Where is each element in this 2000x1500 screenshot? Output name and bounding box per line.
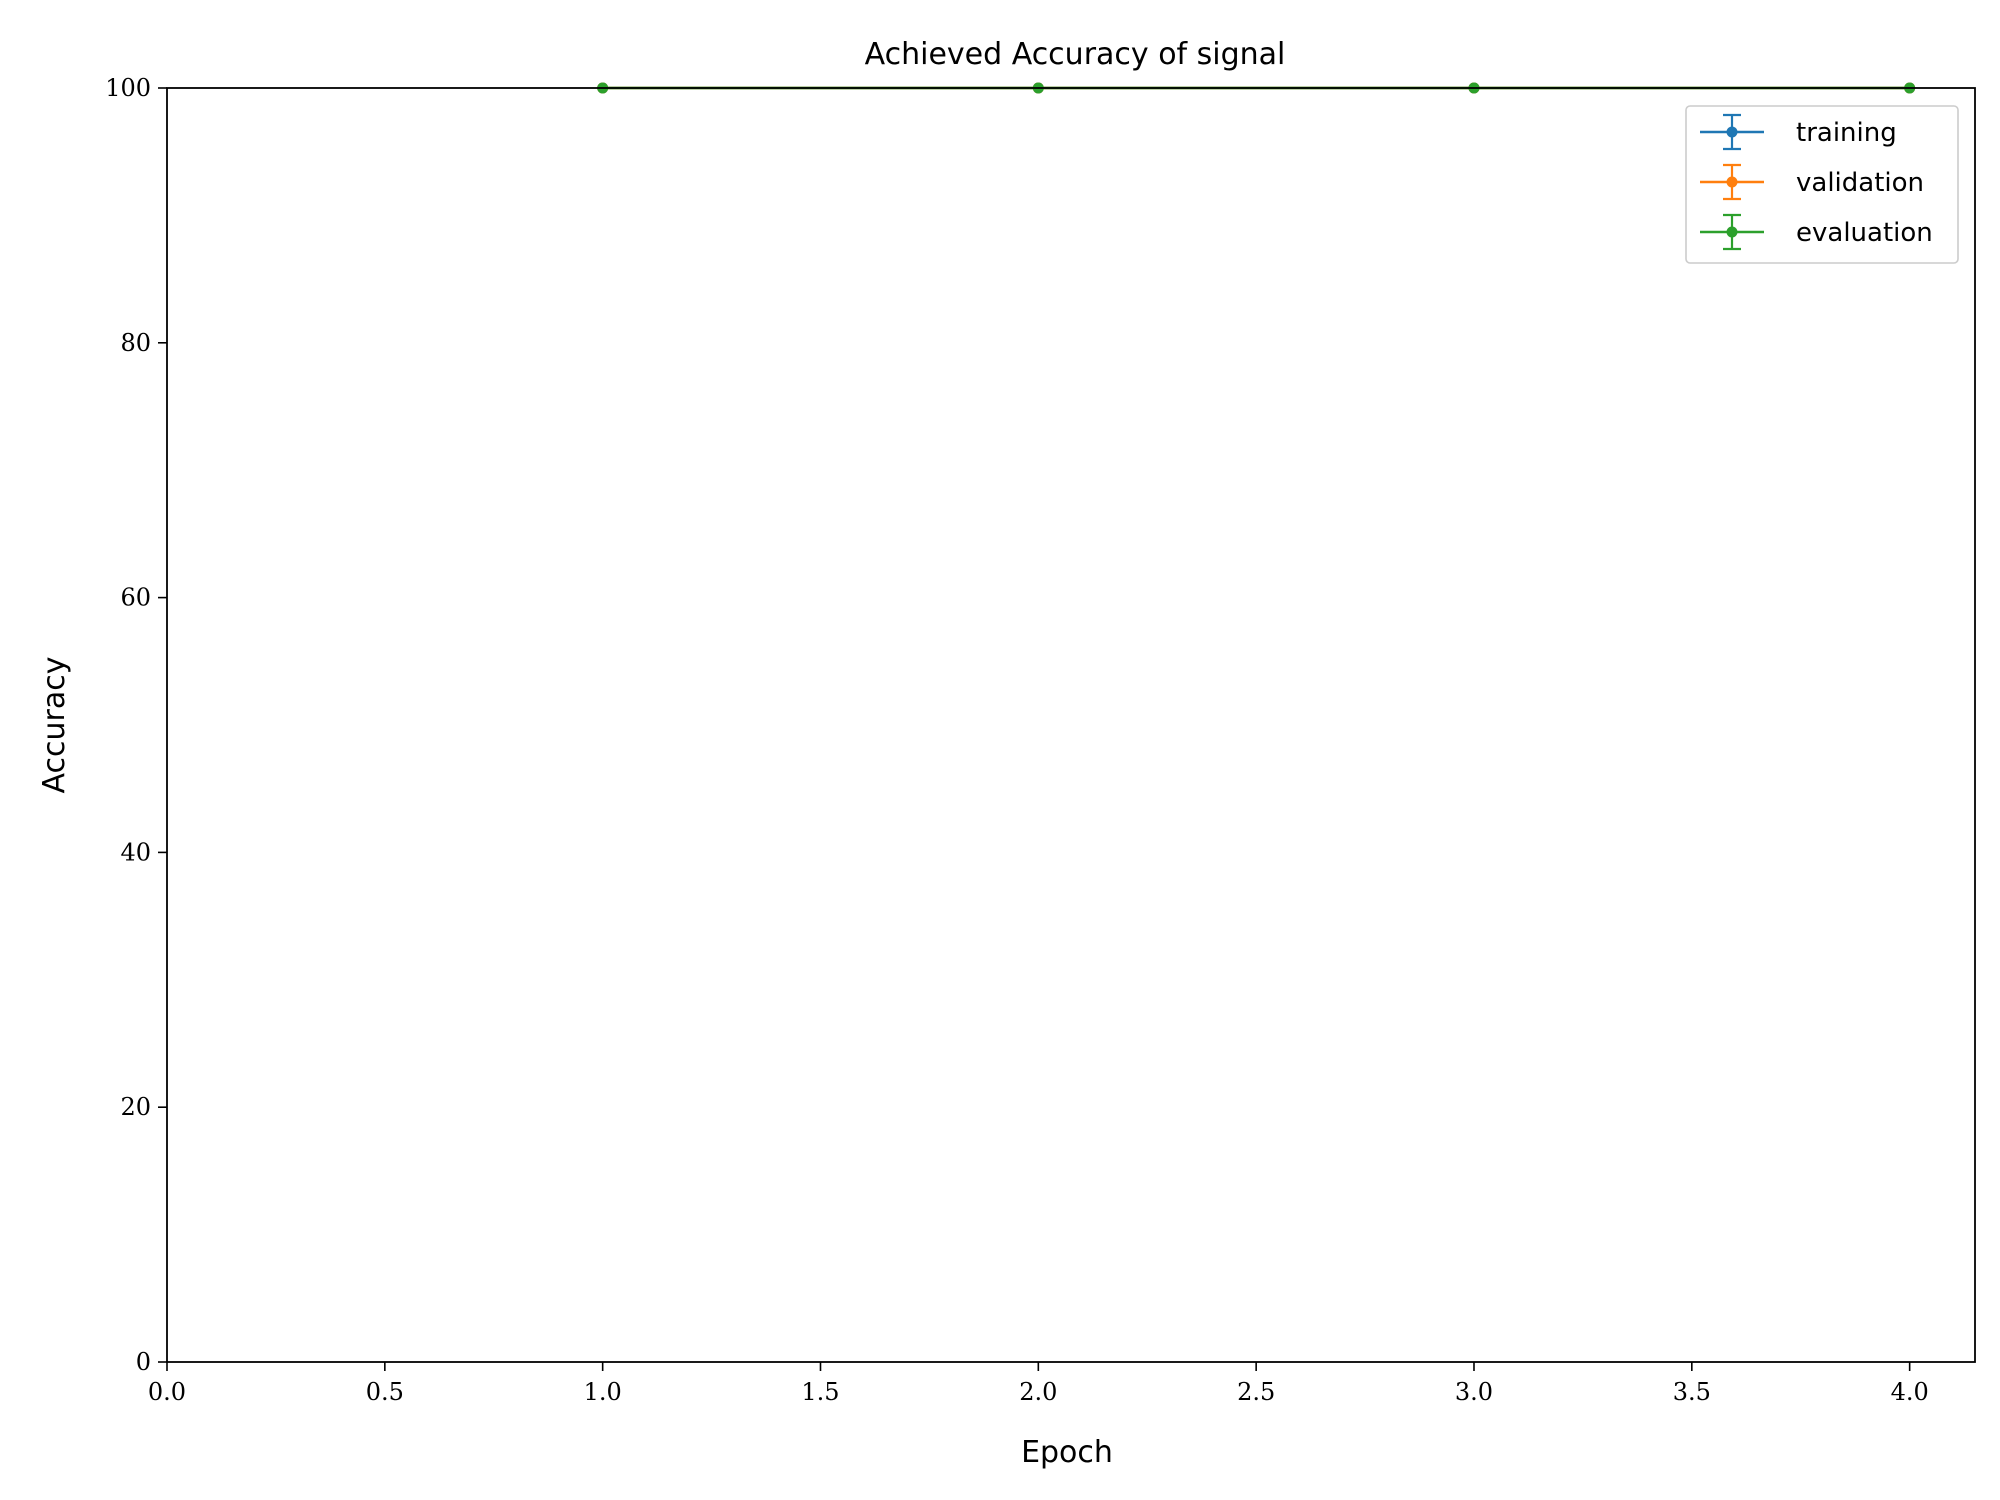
y-tick-label: 40 [120, 838, 151, 866]
legend-box [1685, 105, 1959, 264]
y-tick-label: 60 [120, 584, 151, 612]
legend-marker [1726, 176, 1738, 188]
legend-label-evaluation: evaluation [1796, 218, 1933, 248]
legend-entry-validation: validation [1700, 163, 1924, 201]
x-tick-label: 2.5 [1237, 1378, 1275, 1406]
x-tick-label: 2.0 [1019, 1378, 1057, 1406]
y-tick-label: 20 [120, 1093, 151, 1121]
x-axis-label: Epoch [1021, 1435, 1113, 1470]
x-tick-label: 4.0 [1891, 1378, 1929, 1406]
plot-background [167, 88, 1975, 1362]
x-tick-label: 3.0 [1455, 1378, 1493, 1406]
legend-entry-training: training [1700, 113, 1897, 151]
legend-entry-evaluation: evaluation [1700, 213, 1933, 251]
x-tick-label: 0.0 [148, 1378, 186, 1406]
legend-marker [1726, 126, 1738, 138]
x-tick-label: 0.5 [366, 1378, 404, 1406]
chart-title: Achieved Accuracy of signal [865, 37, 1286, 72]
x-tick-label: 3.5 [1673, 1378, 1711, 1406]
x-tick-label: 1.5 [801, 1378, 839, 1406]
legend-label-validation: validation [1796, 168, 1924, 198]
y-tick-label: 0 [136, 1348, 151, 1376]
y-tick-label: 100 [105, 74, 151, 102]
y-axis-label: Accuracy [37, 657, 72, 794]
x-tick-label: 1.0 [584, 1378, 622, 1406]
legend-marker [1726, 226, 1738, 238]
axes-frame [166, 87, 1976, 1363]
y-tick-label: 80 [120, 329, 151, 357]
legend: training validation evaluation [1685, 105, 1959, 264]
x-axis-ticks: 0.0 0.5 1.0 1.5 2.0 2.5 3.0 3.5 4.0 [148, 1362, 1929, 1406]
y-axis-ticks: 0 20 40 60 80 100 [105, 74, 167, 1376]
plot-area [167, 88, 1975, 1362]
legend-label-training: training [1796, 118, 1897, 148]
